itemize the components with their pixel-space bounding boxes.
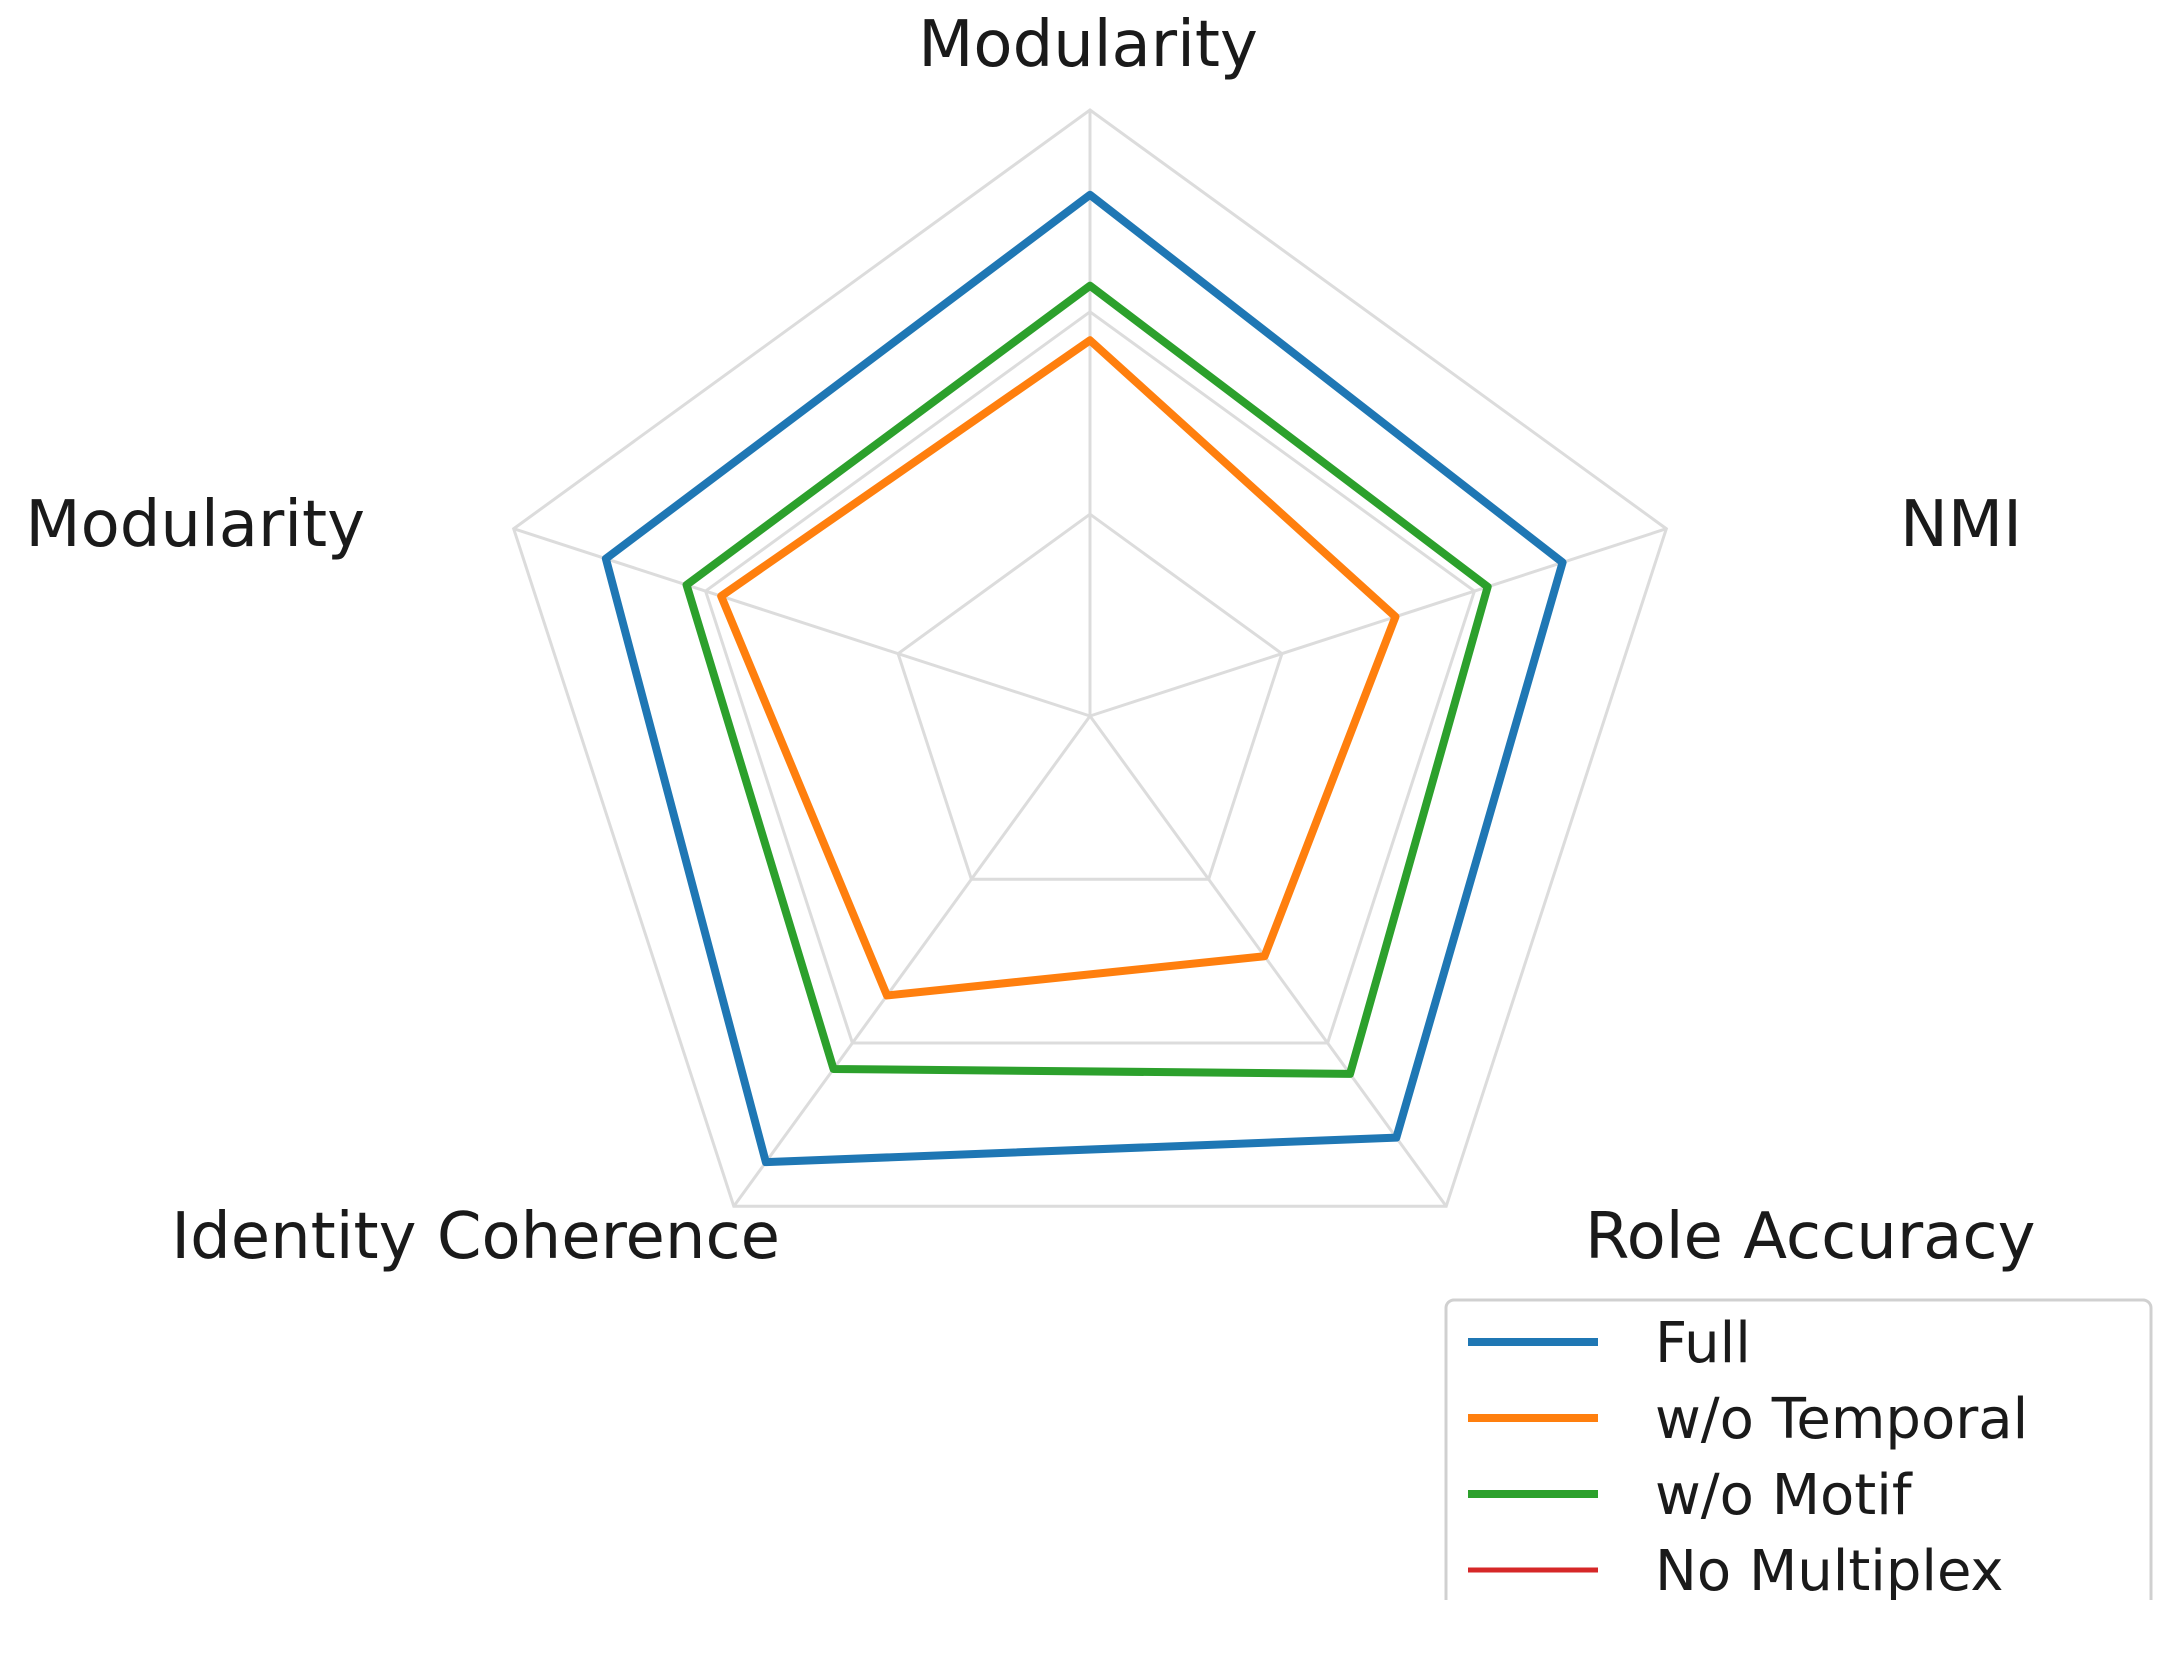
legend-label-no-multiplex: No Multiplex [1655,1539,2004,1604]
grid-spoke-2 [1089,527,1667,718]
legend-frame [1444,1298,2153,1659]
radar-series [601,190,1567,1167]
grid-ring-2 [703,309,1477,1045]
series-line-w-o-motif [682,281,1492,1078]
legend-label-wo-temporal: w/o Temporal [1655,1387,2028,1452]
bottom-cover [0,1600,2179,1659]
axis-label-identity-coherence: Identity Coherence [171,1200,780,1274]
series-line-full [601,190,1567,1167]
axis-label-modularity-top: Modularity [918,8,1258,82]
grid-ring-1 [896,512,1284,881]
axis-label-role-accuracy: Role Accuracy [1585,1200,2035,1274]
axis-label-nmi: NMI [1900,488,2022,562]
grid-spoke-4 [732,715,1092,1208]
grid-spoke-3 [1088,715,1448,1208]
radar-grid [511,108,1669,1208]
grid-spoke-5 [513,527,1091,718]
legend-label-wo-motif: w/o Motif [1655,1463,1913,1528]
series-line-w-o-temporal [717,336,1400,1000]
legend: Full w/o Temporal w/o Motif No Multiplex [1444,1298,2153,1659]
axis-label-modularity-left: Modularity [25,488,365,562]
legend-label-full: Full [1655,1311,1751,1376]
grid-ring-3 [511,108,1669,1208]
